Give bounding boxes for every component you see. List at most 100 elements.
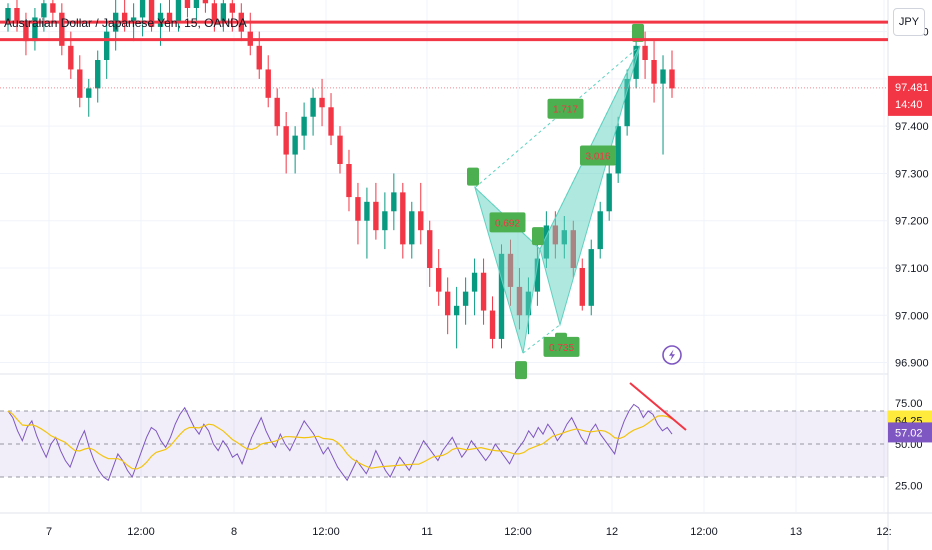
- candle-body: [41, 3, 47, 18]
- candle-body: [642, 45, 648, 60]
- candle-body: [139, 0, 146, 18]
- candle-body: [328, 107, 334, 136]
- candle-body: [121, 12, 128, 23]
- candle-body: [292, 135, 298, 155]
- time-tick-label: 11: [421, 526, 432, 538]
- current-price-badge: [888, 75, 932, 116]
- candle-body: [498, 253, 505, 339]
- price-axis[interactable]: 97.60097.40097.30097.20097.10097.00096.9…: [888, 27, 932, 370]
- pattern-ratio-bg: [543, 336, 580, 357]
- time-tick-label: 13: [790, 526, 802, 538]
- lightning-icon[interactable]: [662, 345, 682, 365]
- pattern-ratio-bg: [489, 212, 526, 233]
- time-axis[interactable]: 7 12:00 8 12:00 11 12:00 12 12:00 13 12:: [46, 526, 892, 538]
- candle-body: [373, 201, 379, 231]
- candle-body: [444, 291, 451, 316]
- resistance-lines[interactable]: [0, 20, 888, 89]
- candle-body: [23, 22, 29, 42]
- pattern-point-text: X: [470, 173, 476, 183]
- pattern-point-bg: [632, 23, 644, 42]
- rsi-value: 57.02: [895, 427, 923, 439]
- candle-body: [95, 60, 101, 89]
- candle-body: [14, 8, 20, 23]
- current-price-label: 97.481: [895, 82, 929, 94]
- time-tick-label: 12:00: [312, 526, 340, 538]
- time-tick-label: 8: [231, 526, 237, 538]
- candle-body: [615, 126, 621, 174]
- candle-body: [77, 69, 83, 98]
- candle-body: [462, 291, 469, 306]
- candle-body: [283, 126, 289, 155]
- candle-body: [104, 31, 110, 60]
- candle-body: [651, 60, 657, 84]
- price-tick-label: 97.200: [895, 216, 929, 228]
- candle-body: [427, 230, 433, 268]
- candle-body: [157, 12, 164, 27]
- pattern-point-label: X: [467, 167, 479, 186]
- pattern-ratio-label: 1.717: [547, 98, 584, 119]
- rsi-value-badge: [888, 422, 932, 443]
- candle-body: [400, 192, 406, 245]
- pattern-ratio-text: 0.692: [495, 218, 520, 229]
- currency-button[interactable]: JPY: [893, 8, 925, 36]
- candle-body: [220, 3, 227, 23]
- candle-body: [175, 0, 182, 23]
- time-tick-label: 12:: [876, 526, 891, 538]
- candle-body: [382, 211, 388, 231]
- pattern-ratio-label: 0.735: [543, 336, 580, 357]
- candle-body: [453, 305, 460, 316]
- rsi-tick-label: 25.00: [895, 480, 923, 492]
- pattern-point-bg: [532, 227, 544, 246]
- pattern-ratio-line: [539, 45, 641, 250]
- pattern-ratio-line: [522, 324, 561, 354]
- pattern-ratio-label: 0.692: [489, 212, 526, 233]
- time-tick-label: 7: [46, 526, 52, 538]
- candle-body: [355, 197, 361, 221]
- candle-body: [480, 272, 487, 311]
- candle-body: [418, 211, 424, 231]
- candle-body: [193, 0, 200, 8]
- rsi-indicator: [7, 382, 687, 482]
- candle-body: [50, 3, 56, 13]
- pattern-ratio-text: 3.016: [585, 151, 610, 162]
- pattern-ratio-label: 3.016: [580, 145, 616, 166]
- candle-body: [202, 0, 209, 4]
- candle-body: [211, 3, 218, 23]
- candle-body: [32, 17, 38, 42]
- candle-body: [579, 268, 585, 306]
- candle-body: [534, 258, 541, 292]
- price-tick-label: 97.000: [895, 310, 929, 322]
- candle-body: [5, 8, 11, 23]
- pattern-point-label: A: [515, 361, 527, 380]
- price-tick-label: 96.900: [895, 358, 929, 370]
- candle-body: [310, 97, 316, 117]
- candle-body: [588, 249, 594, 306]
- price-tick-label: 97.400: [895, 121, 929, 133]
- pattern-ratio-text: 0.735: [549, 343, 574, 354]
- rsi-tick-label: 75.00: [895, 398, 923, 410]
- pattern-ratio-bg: [580, 145, 616, 166]
- pattern-point-label: B: [532, 227, 544, 246]
- time-tick-label: 12:00: [127, 526, 155, 538]
- candle-body: [597, 211, 603, 250]
- candle-body: [337, 135, 343, 164]
- candle-body: [229, 3, 236, 13]
- candle-body: [68, 45, 74, 70]
- candle-body: [346, 164, 352, 198]
- grid: [0, 0, 888, 513]
- candle-body: [86, 88, 92, 98]
- candle-body: [166, 12, 173, 23]
- candle-body: [633, 45, 639, 79]
- candle-body: [184, 0, 191, 8]
- candle-body: [301, 116, 307, 136]
- candle-body: [130, 17, 137, 23]
- candle-body: [148, 0, 155, 27]
- pattern-point-text: D: [635, 29, 642, 39]
- candle-body: [436, 268, 442, 292]
- candle-body: [256, 45, 262, 70]
- rsi-ma-line: [7, 410, 673, 470]
- candle-body: [59, 12, 65, 46]
